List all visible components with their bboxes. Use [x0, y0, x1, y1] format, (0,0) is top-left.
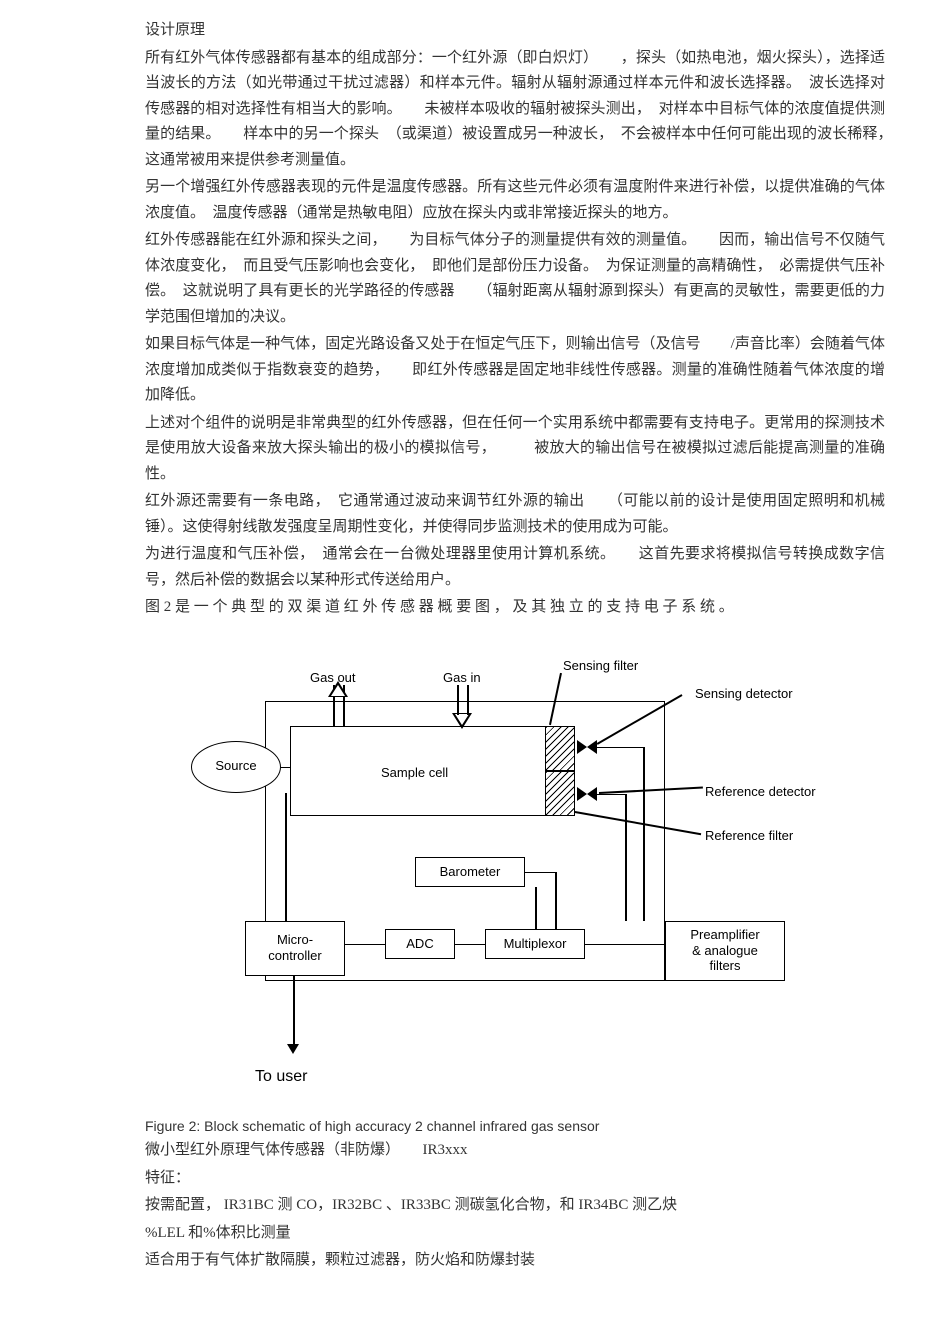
- sample-cell-box: Sample cell: [290, 726, 575, 816]
- source-label: Source: [215, 755, 256, 777]
- sample-cell-label: Sample cell: [381, 765, 448, 781]
- figure-caption: Figure 2: Block schematic of high accura…: [145, 1115, 885, 1139]
- reference-detector-tri: [577, 787, 587, 801]
- feature-line-1: 按需配置， IR31BC 测 CO，IR32BC 、IR33BC 测碳氢化合物，…: [145, 1193, 885, 1219]
- paragraph-5: 上述对个组件的说明是非常典型的红外传感器，但在任何一个实用系统中都需要有支持电子…: [145, 411, 885, 488]
- adc-box: ADC: [385, 929, 455, 959]
- sensing-filter-label: Sensing filter: [563, 655, 638, 677]
- feature-line-3: 适合用于有气体扩散隔膜，颗粒过滤器，防火焰和防爆封装: [145, 1248, 885, 1274]
- micro-controller-label: Micro- controller: [268, 932, 321, 963]
- gas-in-label: Gas in: [443, 667, 481, 689]
- paragraph-4: 如果目标气体是一种气体，固定光路设备又处于在恒定气压下，则输出信号（及信号 /声…: [145, 332, 885, 409]
- feature-line-2: %LEL 和%体积比测量: [145, 1221, 885, 1247]
- sensing-detector-tri: [577, 740, 587, 754]
- source-node: Source: [191, 741, 281, 793]
- paragraph-8: 图 2 是 一 个 典 型 的 双 渠 道 红 外 传 感 器 概 要 图 ， …: [145, 595, 885, 621]
- reference-filter-label: Reference filter: [705, 825, 793, 847]
- product-subtitle: 微小型红外原理气体传感器（非防爆） IR3xxx: [145, 1138, 885, 1164]
- reference-detector-label: Reference detector: [705, 781, 816, 803]
- preamplifier-label: Preamplifier & analogue filters: [690, 927, 759, 974]
- sensing-filter-hatch: [545, 726, 575, 771]
- multiplexor-label: Multiplexor: [504, 936, 567, 952]
- micro-controller-box: Micro- controller: [245, 921, 345, 976]
- section-title: 设计原理: [145, 18, 885, 44]
- reference-filter-hatch: [545, 771, 575, 816]
- sensing-detector-label: Sensing detector: [695, 683, 793, 705]
- paragraph-6: 红外源还需要有一条电路， 它通常通过波动来调节红外源的输出 （可能以前的设计是使…: [145, 489, 885, 540]
- barometer-box: Barometer: [415, 857, 525, 887]
- paragraph-7: 为进行温度和气压补偿， 通常会在一台微处理器里使用计算机系统。 这首先要求将模拟…: [145, 542, 885, 593]
- barometer-label: Barometer: [440, 864, 501, 880]
- to-user-label: To user: [255, 1063, 307, 1090]
- adc-label: ADC: [406, 936, 433, 952]
- multiplexor-box: Multiplexor: [485, 929, 585, 959]
- features-heading: 特征：: [145, 1166, 885, 1192]
- paragraph-3: 红外传感器能在红外源和探头之间， 为目标气体分子的测量提供有效的测量值。 因而，…: [145, 228, 885, 330]
- paragraph-2: 另一个增强红外传感器表现的元件是温度传感器。所有这些元件必须有温度附件来进行补偿…: [145, 175, 885, 226]
- paragraph-1: 所有红外气体传感器都有基本的组成部分：一个红外源（即白炽灯） ，探头（如热电池，…: [145, 46, 885, 174]
- block-schematic-diagram: Sample cell Source Gas out Gas in Sensin…: [185, 631, 845, 1111]
- preamplifier-box: Preamplifier & analogue filters: [665, 921, 785, 981]
